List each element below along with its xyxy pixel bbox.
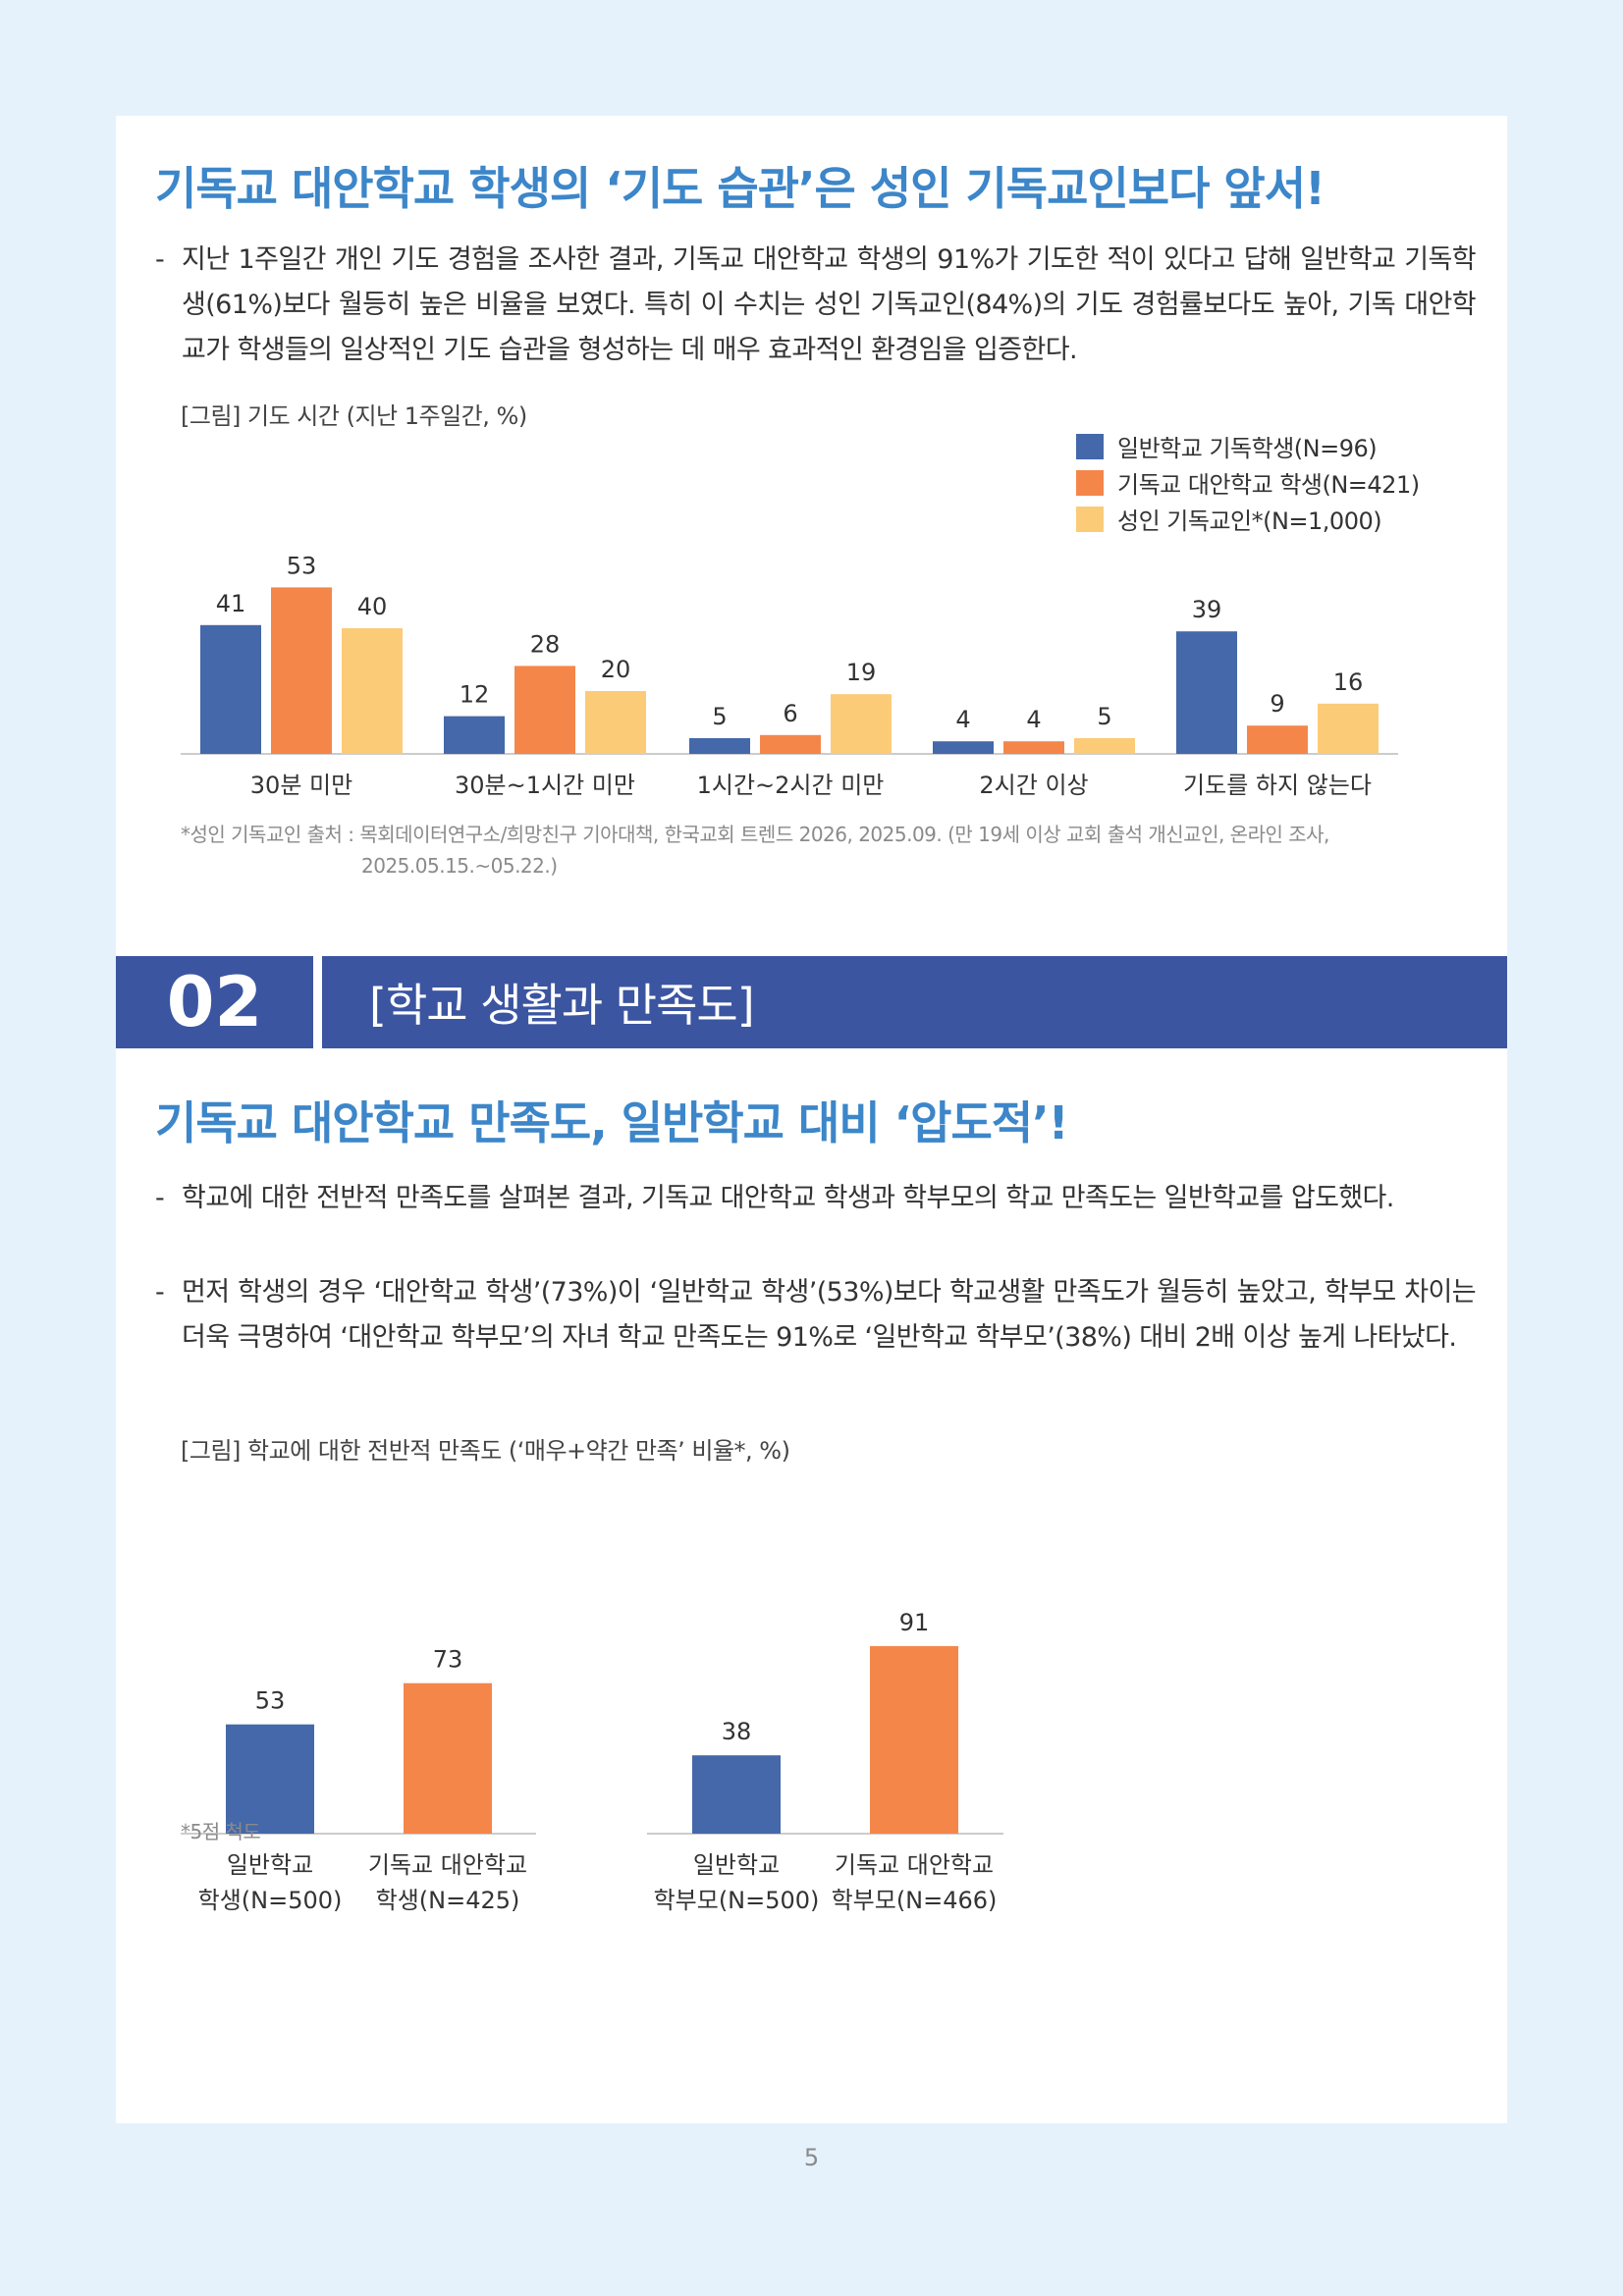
chart1: 41 53 40 30분 미만 12 28 20 30분~1시간 미만 5 6 19 1시간~2시간 …: [181, 552, 1398, 799]
chart2-category-label: 기독교 대안학교: [368, 1851, 527, 1879]
note-line: 2025.05.15.~05.22.): [361, 854, 558, 878]
legend-swatch: [1076, 506, 1104, 532]
section2-heading: 기독교 대안학교 만족도, 일반학교 대비 ‘압도적’!: [155, 1096, 1069, 1149]
chart2-category-label: 학부모(N=466): [832, 1887, 998, 1914]
bullet-dash: -: [155, 244, 165, 275]
chart2-bar: [692, 1755, 781, 1834]
chart1-bar: [444, 716, 505, 754]
bullet-text: 학교에 대한 전반적 만족도를 살펴본 결과, 기독교 대안학교 학생과 학부모…: [182, 1183, 1394, 1213]
chart1-data-label: 19: [846, 659, 877, 686]
legend-item: 기독교 대안학교 학생(N=421): [1076, 464, 1420, 501]
chart2-data-label: 53: [255, 1687, 286, 1715]
chart1-bar: [1318, 703, 1379, 754]
chart1-bar: [342, 628, 403, 754]
chart1-data-label: 20: [601, 656, 631, 683]
chart1-data-label: 6: [783, 700, 797, 727]
chart1-category-label: 30분~1시간 미만: [455, 772, 635, 799]
chart2-category-label: 일반학교: [693, 1851, 780, 1879]
chart2-category-label: 학생(N=500): [198, 1887, 343, 1914]
legend-label: 기독교 대안학교 학생(N=421): [1117, 471, 1420, 499]
chart2-bar: [404, 1682, 492, 1834]
figure1-note: *성인 기독교인 출처 : 목회데이터연구소/희망친구 기아대책, 한국교회 트…: [181, 819, 1329, 881]
chart1-category-label: 기도를 하지 않는다: [1183, 772, 1372, 799]
chart1-bar: [1247, 725, 1308, 754]
bullet-text: 먼저 학생의 경우 ‘대안학교 학생’(73%)이 ‘일반학교 학생’(53%)…: [182, 1277, 1477, 1353]
legend-label: 성인 기독교인*(N=1,000): [1117, 507, 1382, 535]
section-number: 02: [116, 956, 313, 1048]
legend-item: 성인 기독교인*(N=1,000): [1076, 501, 1420, 537]
section2-bullet: - 먼저 학생의 경우 ‘대안학교 학생’(73%)이 ‘일반학교 학생’(53…: [155, 1270, 1477, 1361]
chart1-bar: [1074, 738, 1135, 754]
chart2-data-label: 73: [433, 1646, 463, 1674]
chart1-bar: [760, 734, 821, 754]
note-line: *성인 기독교인 출처 : 목회데이터연구소/희망친구 기아대책, 한국교회 트…: [181, 823, 1329, 846]
bullet-dash: -: [155, 1183, 165, 1213]
chart1-data-label: 4: [1026, 706, 1041, 733]
bullet-text: 지난 1주일간 개인 기도 경험을 조사한 결과, 기독교 대안학교 학생의 9…: [182, 244, 1477, 365]
chart1-category-label: 1시간~2시간 미만: [697, 772, 885, 799]
chart2-data-label: 91: [899, 1609, 930, 1636]
chart1-bar: [514, 666, 575, 754]
bullet-dash: -: [155, 1277, 165, 1308]
figure2-note: *5점 척도: [181, 1820, 261, 1843]
chart1-bar: [585, 691, 646, 754]
chart1-data-label: 40: [357, 593, 388, 620]
chart1-category-label: 2시간 이상: [979, 772, 1088, 799]
chart2-category-label: 일반학교: [227, 1851, 313, 1879]
section1-heading: 기독교 대안학교 학생의 ‘기도 습관’은 성인 기독교인보다 앞서!: [155, 162, 1325, 215]
chart1-data-label: 5: [712, 703, 727, 730]
section-title: [학교 생활과 만족도]: [322, 956, 1507, 1048]
chart2-category-label: 학생(N=425): [376, 1887, 520, 1914]
chart1-bar: [831, 694, 892, 754]
chart1-bar: [271, 587, 332, 754]
legend-item: 일반학교 기독학생(N=96): [1076, 428, 1420, 464]
chart1-bar: [689, 738, 750, 754]
chart1-data-label: 16: [1333, 668, 1364, 696]
chart1-data-label: 9: [1270, 690, 1284, 718]
section2-bullet: - 학교에 대한 전반적 만족도를 살펴본 결과, 기독교 대안학교 학생과 학…: [155, 1176, 1476, 1221]
legend-label: 일반학교 기독학생(N=96): [1117, 435, 1378, 462]
chart1-bar: [1176, 631, 1237, 754]
chart1-category-label: 30분 미만: [250, 772, 352, 799]
page: 기독교 대안학교 학생의 ‘기도 습관’은 성인 기독교인보다 앞서! - 지난…: [116, 116, 1507, 2123]
chart1-bar: [933, 741, 994, 754]
chart1-data-label: 28: [530, 630, 561, 658]
chart1-data-label: 39: [1192, 596, 1222, 623]
section-bar: 02 [학교 생활과 만족도]: [116, 956, 1507, 1048]
chart1-data-label: 53: [287, 552, 317, 579]
chart1-legend: 일반학교 기독학생(N=96) 기독교 대안학교 학생(N=421) 성인 기독…: [1076, 428, 1420, 537]
page-number: 5: [803, 2144, 820, 2171]
chart2-bar: [226, 1724, 314, 1834]
legend-swatch: [1076, 433, 1104, 459]
chart2-data-label: 38: [722, 1718, 752, 1745]
chart1-data-label: 5: [1097, 703, 1111, 730]
chart1-bar: [1003, 741, 1064, 754]
chart1-data-label: 4: [955, 706, 970, 733]
figure1-caption: [그림] 기도 시간 (지난 1주일간, %): [181, 402, 527, 430]
chart2-category-label: 기독교 대안학교: [835, 1851, 994, 1879]
chart1-bar: [200, 624, 261, 754]
chart1-data-label: 12: [460, 681, 490, 709]
section1-bullet: - 지난 1주일간 개인 기도 경험을 조사한 결과, 기독교 대안학교 학생의…: [155, 238, 1477, 373]
chart1-data-label: 41: [216, 590, 246, 617]
chart2-bar: [870, 1645, 958, 1834]
legend-swatch: [1076, 469, 1104, 496]
figure2-caption: [그림] 학교에 대한 전반적 만족도 (‘매우+약간 만족’ 비율*, %): [181, 1437, 790, 1465]
chart2-category-label: 학부모(N=500): [654, 1887, 820, 1914]
